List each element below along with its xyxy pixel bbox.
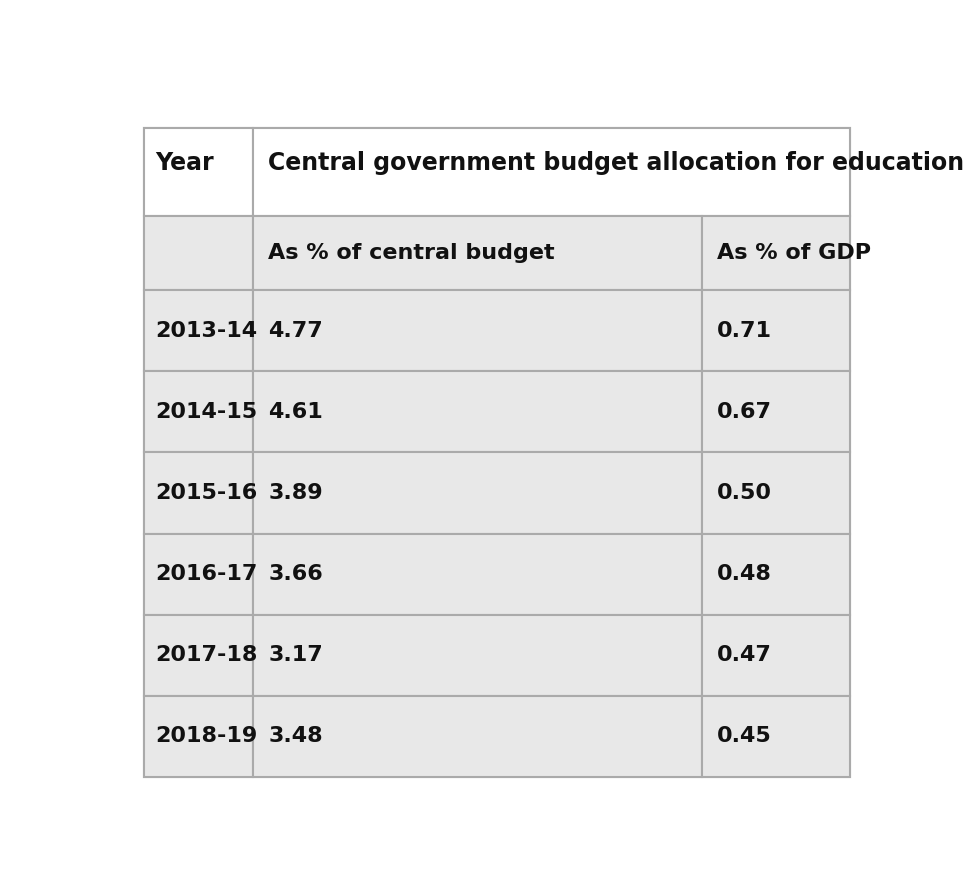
Bar: [253, 128, 850, 216]
Text: 3.48: 3.48: [268, 727, 323, 746]
Text: 3.89: 3.89: [268, 483, 323, 503]
Bar: [702, 695, 850, 777]
Bar: [253, 695, 702, 777]
Text: 4.77: 4.77: [268, 321, 323, 340]
Bar: [702, 533, 850, 615]
Text: 4.61: 4.61: [268, 402, 323, 422]
Bar: [143, 216, 253, 290]
Text: Year: Year: [155, 151, 213, 176]
Text: 2014-15: 2014-15: [155, 402, 257, 422]
Bar: [253, 452, 702, 533]
Text: 3.66: 3.66: [268, 564, 323, 584]
Text: Central government budget allocation for education: Central government budget allocation for…: [268, 151, 963, 176]
Text: 0.47: 0.47: [716, 645, 771, 665]
Text: 0.50: 0.50: [716, 483, 771, 503]
Text: 2013-14: 2013-14: [155, 321, 257, 340]
Bar: [253, 290, 702, 372]
Bar: [702, 452, 850, 533]
Text: 3.17: 3.17: [268, 645, 323, 665]
Bar: [143, 533, 253, 615]
Text: 2017-18: 2017-18: [155, 645, 257, 665]
Text: 0.48: 0.48: [716, 564, 771, 584]
Bar: [702, 372, 850, 452]
Bar: [143, 695, 253, 777]
Bar: [702, 615, 850, 695]
Text: As % of central budget: As % of central budget: [268, 243, 554, 263]
Bar: [702, 216, 850, 290]
Text: As % of GDP: As % of GDP: [716, 243, 870, 263]
Bar: [143, 615, 253, 695]
Bar: [702, 290, 850, 372]
Bar: [143, 290, 253, 372]
Text: 0.45: 0.45: [716, 727, 771, 746]
Bar: [253, 216, 702, 290]
Bar: [253, 615, 702, 695]
Bar: [143, 372, 253, 452]
Text: 0.71: 0.71: [716, 321, 771, 340]
Text: 2018-19: 2018-19: [155, 727, 257, 746]
Text: 0.67: 0.67: [716, 402, 771, 422]
Bar: [253, 372, 702, 452]
Bar: [143, 452, 253, 533]
Bar: [143, 128, 253, 216]
Text: 2016-17: 2016-17: [155, 564, 257, 584]
Text: 2015-16: 2015-16: [155, 483, 257, 503]
Bar: [253, 533, 702, 615]
